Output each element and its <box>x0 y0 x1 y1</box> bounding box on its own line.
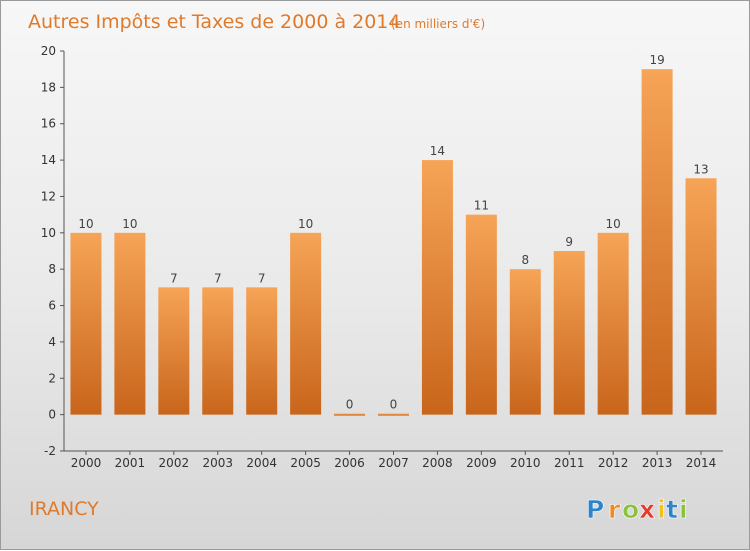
logo-letter: x <box>639 495 655 524</box>
logo-letter: r <box>608 495 621 524</box>
data-label: 19 <box>649 53 664 67</box>
bar <box>70 232 102 415</box>
data-label: 10 <box>78 217 93 231</box>
chart-title: Autres Impôts et Taxes de 2000 à 2014 <box>28 11 401 33</box>
bar <box>641 69 673 415</box>
data-label: 7 <box>258 271 266 285</box>
y-tick-label: -2 <box>44 444 56 458</box>
data-label: 9 <box>565 235 573 249</box>
bar <box>246 287 278 415</box>
x-tick-label: 2013 <box>642 456 673 470</box>
logo-letter: i <box>657 495 666 524</box>
data-label: 7 <box>170 271 178 285</box>
bar <box>597 232 629 415</box>
x-tick-label: 2002 <box>159 456 190 470</box>
x-tick-label: 2014 <box>686 456 717 470</box>
commune-name: IRANCY <box>29 498 99 520</box>
y-tick-label: 4 <box>48 335 56 349</box>
bar <box>685 178 717 415</box>
data-label: 10 <box>122 217 137 231</box>
y-tick-label: 18 <box>41 80 56 94</box>
data-label: 0 <box>346 398 354 412</box>
logo-letter: P <box>586 495 604 524</box>
bar <box>158 287 190 415</box>
chart-subtitle: (en milliers d'€) <box>391 17 485 31</box>
logo-letter: t <box>666 495 678 524</box>
y-tick-label: 2 <box>48 371 56 385</box>
data-label: 13 <box>693 162 708 176</box>
bar <box>465 214 497 415</box>
bars <box>70 69 717 416</box>
x-tick-label: 2006 <box>334 456 365 470</box>
data-label: 8 <box>521 253 529 267</box>
y-tick-label: 0 <box>48 408 56 422</box>
bar <box>202 287 234 415</box>
bar <box>290 232 322 415</box>
x-tick-label: 2011 <box>554 456 585 470</box>
x-tick-label: 2005 <box>290 456 321 470</box>
x-tick-label: 2009 <box>466 456 497 470</box>
x-tick-label: 2012 <box>598 456 629 470</box>
x-tick-label: 2010 <box>510 456 541 470</box>
y-tick-label: 8 <box>48 262 56 276</box>
x-tick-label: 2001 <box>115 456 146 470</box>
y-tick-label: 20 <box>41 44 56 58</box>
x-tick-label: 2008 <box>422 456 453 470</box>
bar <box>553 251 585 415</box>
bar <box>421 160 453 415</box>
bar <box>114 232 146 415</box>
data-labels: 10 10 7 7 7 10 0 0 14 11 8 9 10 19 13 <box>78 53 708 411</box>
y-tick-label: 10 <box>41 226 56 240</box>
bar <box>378 413 409 416</box>
x-tick-label: 2003 <box>202 456 233 470</box>
logo-letter: i <box>679 495 688 524</box>
y-tick-label: 6 <box>48 299 56 313</box>
y-tick-label: 12 <box>41 189 56 203</box>
data-label: 10 <box>606 217 621 231</box>
y-tick-label: 16 <box>41 117 56 131</box>
data-label: 0 <box>390 398 398 412</box>
bar <box>334 413 366 416</box>
x-tick-label: 2000 <box>71 456 102 470</box>
logo-letter: o <box>622 495 639 524</box>
axes: -2 0 2 4 6 8 10 12 14 16 18 20 2000 2001 2002 2003 2004 2… <box>41 44 723 470</box>
data-label: 10 <box>298 217 313 231</box>
x-tick-label: 2004 <box>246 456 277 470</box>
y-tick-label: 14 <box>41 153 56 167</box>
data-label: 7 <box>214 271 222 285</box>
data-label: 11 <box>474 199 489 213</box>
x-tick-label: 2007 <box>378 456 409 470</box>
bar <box>509 269 541 415</box>
data-label: 14 <box>430 144 445 158</box>
